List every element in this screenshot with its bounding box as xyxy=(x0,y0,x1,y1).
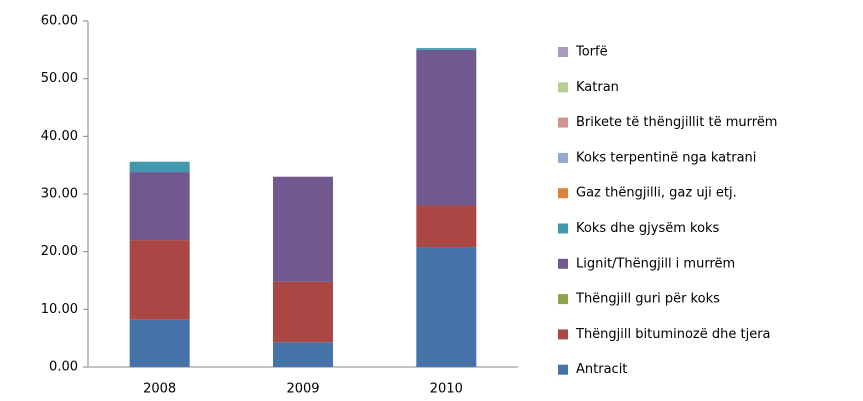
y-tick-label: 40.00 xyxy=(41,129,78,144)
legend-label: Katran xyxy=(576,80,619,95)
bar-segment xyxy=(416,48,477,50)
legend-label: Brikete të thëngjillit të murrëm xyxy=(576,115,777,130)
x-tick-label: 2008 xyxy=(143,382,176,397)
legend-label: Thëngjill guri për koks xyxy=(575,292,720,307)
y-tick-label: 0.00 xyxy=(49,360,78,375)
legend-swatch xyxy=(558,223,568,234)
x-tick-label: 2009 xyxy=(286,382,319,397)
legend-label: Koks terpentinë nga katrani xyxy=(576,150,756,165)
bar-segment xyxy=(273,176,333,282)
legend-swatch xyxy=(558,117,568,128)
y-tick-label: 50.00 xyxy=(41,71,78,86)
legend-label: Antracit xyxy=(576,362,627,377)
y-tick-label: 20.00 xyxy=(41,244,78,259)
bar-segment xyxy=(129,319,190,367)
y-tick-label: 60.00 xyxy=(41,14,78,29)
legend-label: Lignit/Thëngjill i murrëm xyxy=(576,256,735,271)
bar-segment xyxy=(129,240,190,320)
bar-segment xyxy=(416,205,477,248)
y-tick-label: 30.00 xyxy=(41,187,78,202)
legend-swatch xyxy=(558,152,568,163)
bar-segment xyxy=(273,342,333,367)
legend-label: Torfë xyxy=(575,45,608,60)
legend-label: Thëngjill bituminozë dhe tjera xyxy=(575,327,771,342)
legend-swatch xyxy=(558,82,568,93)
y-tick-label: 10.00 xyxy=(41,302,78,317)
legend-swatch xyxy=(558,294,568,305)
legend-swatch xyxy=(558,188,568,199)
bar-segment xyxy=(273,281,333,343)
legend-swatch xyxy=(558,47,568,57)
legend-label: Koks dhe gjysëm koks xyxy=(576,221,720,236)
bar-segment xyxy=(416,49,477,206)
legend-swatch xyxy=(558,258,568,269)
bar-segment xyxy=(416,247,477,367)
legend-swatch xyxy=(558,329,568,340)
legend-swatch xyxy=(558,364,568,375)
x-tick-label: 2010 xyxy=(430,382,463,397)
legend-label: Gaz thëngjilli, gaz uji etj. xyxy=(576,186,737,201)
bar-segment xyxy=(129,161,190,173)
bar-segment xyxy=(129,172,190,241)
